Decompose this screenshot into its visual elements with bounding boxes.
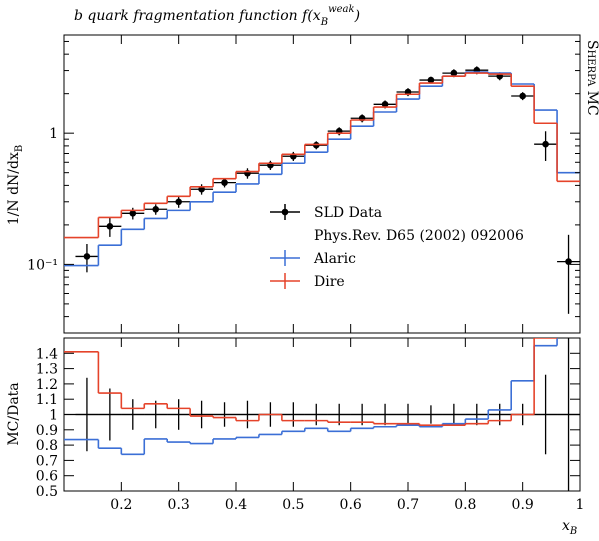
legend-label: SLD Data <box>314 205 382 221</box>
title-text: ) <box>354 8 360 24</box>
legend-label: Alaric <box>313 251 356 267</box>
legend-marker <box>281 208 289 216</box>
x-tick-label: 0.2 <box>110 497 132 513</box>
y-tick-label: 0.7 <box>36 453 58 469</box>
y-tick-label: 0.6 <box>36 469 58 485</box>
y-tick-label: 1.3 <box>36 362 58 378</box>
title-sub: B <box>320 17 328 28</box>
ratio-plot <box>64 338 580 491</box>
legend: SLD Data Phys.Rev. D65 (2002) 092006 Alari… <box>270 204 524 290</box>
main-plot <box>64 66 580 314</box>
y-tick-label: 0.5 <box>36 484 58 500</box>
x-tick-label: 1 <box>576 497 585 513</box>
x-label-sub: B <box>569 526 577 537</box>
legend-reference: Phys.Rev. D65 (2002) 092006 <box>314 228 524 244</box>
y-axis-label: 1/N dN/dxB <box>6 145 25 225</box>
y-tick-label: 1 <box>49 408 58 424</box>
x-tick-label: 0.7 <box>397 497 419 513</box>
data-point <box>221 179 228 186</box>
x-tick-label: 0.3 <box>168 497 190 513</box>
data-point <box>427 76 435 84</box>
y-label-sub: B <box>14 145 25 152</box>
x-axis-label: xB <box>562 518 577 537</box>
main-frame <box>63 34 581 334</box>
y-tick-label: 0.9 <box>36 423 58 439</box>
legend-label: Dire <box>314 274 345 290</box>
y-label-text: 1/N dN/dx <box>6 152 22 225</box>
side-label: Sherpa MC <box>584 40 599 116</box>
data-point <box>129 210 137 217</box>
ratio-y-label: MC/Data <box>6 382 22 445</box>
y-tick-label: 10⁻¹ <box>27 257 58 273</box>
data-point <box>175 198 182 206</box>
data-point <box>381 100 389 108</box>
data-point <box>519 92 526 100</box>
data-point <box>152 205 160 213</box>
y-tick-label: 1.1 <box>36 392 58 408</box>
data-point <box>106 223 114 230</box>
y-tick-label: 1 <box>49 126 58 142</box>
title-text: b quark fragmentation function f(x <box>74 8 321 24</box>
data-point <box>542 140 549 148</box>
chart-title: b quark fragmentation function f(xBweak) <box>74 4 360 28</box>
y-tick-label: 1.2 <box>36 377 58 393</box>
x-tick-label: 0.9 <box>512 497 534 513</box>
x-tick-label: 0.8 <box>454 497 476 513</box>
x-label-text: x <box>562 518 570 534</box>
x-tick-label: 0.4 <box>225 497 247 513</box>
x-tick-label: 0.6 <box>340 497 362 513</box>
data-point <box>450 69 458 77</box>
y-tick-label: 0.8 <box>36 438 58 454</box>
data-point <box>565 258 572 265</box>
data-point <box>83 253 91 260</box>
x-tick-label: 0.5 <box>282 497 304 513</box>
axes: 10⁻¹10.2 0.3 0.4 0.5 0.6 0.7 0.8 0.9 10.50.60.70… <box>27 35 584 513</box>
title-sup: weak <box>328 4 355 15</box>
y-tick-label: 1.4 <box>36 346 58 362</box>
